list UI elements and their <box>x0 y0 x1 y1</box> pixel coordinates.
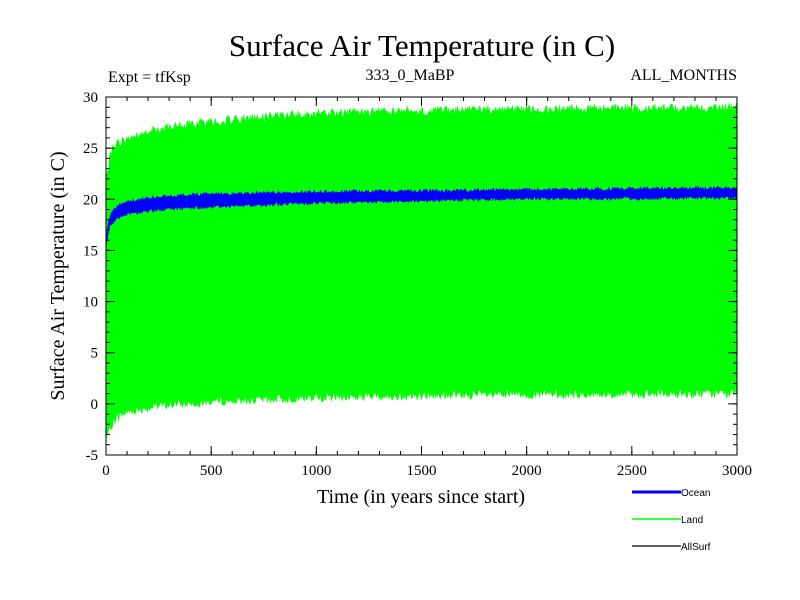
subtitle-left: Expt = tfKsp <box>108 69 191 86</box>
y-tick-label: 25 <box>83 141 98 157</box>
subtitle-right: ALL_MONTHS <box>630 67 737 84</box>
y-tick-label: 15 <box>83 243 98 259</box>
y-tick-label: -5 <box>86 448 99 464</box>
x-tick-label: 2000 <box>512 463 542 479</box>
series-band-land <box>105 102 738 443</box>
subtitle-center: 333_0_MaBP <box>366 67 455 84</box>
y-tick-label: 10 <box>83 295 98 311</box>
y-tick-label: 0 <box>91 397 99 413</box>
legend-label-ocean: Ocean <box>681 488 710 499</box>
x-tick-label: 1500 <box>407 463 437 479</box>
legend: Ocean Land AllSurf <box>632 488 711 553</box>
x-axis-label: Time (in years since start) <box>317 486 525 508</box>
x-tick-label: 3000 <box>722 463 752 479</box>
y-tick-label: 30 <box>83 90 98 106</box>
x-tick-label: 500 <box>200 463 223 479</box>
y-tick-label: 20 <box>83 192 98 208</box>
x-tick-label: 1000 <box>301 463 331 479</box>
y-axis-label: Surface Air Temperature (in C) <box>47 151 69 400</box>
legend-label-allsurf: AllSurf <box>681 542 711 553</box>
legend-label-land: Land <box>681 515 703 526</box>
x-tick-label: 0 <box>102 463 110 479</box>
y-tick-label: 5 <box>91 346 99 362</box>
x-tick-label: 2500 <box>617 463 647 479</box>
chart-title: Surface Air Temperature (in C) <box>229 28 615 63</box>
